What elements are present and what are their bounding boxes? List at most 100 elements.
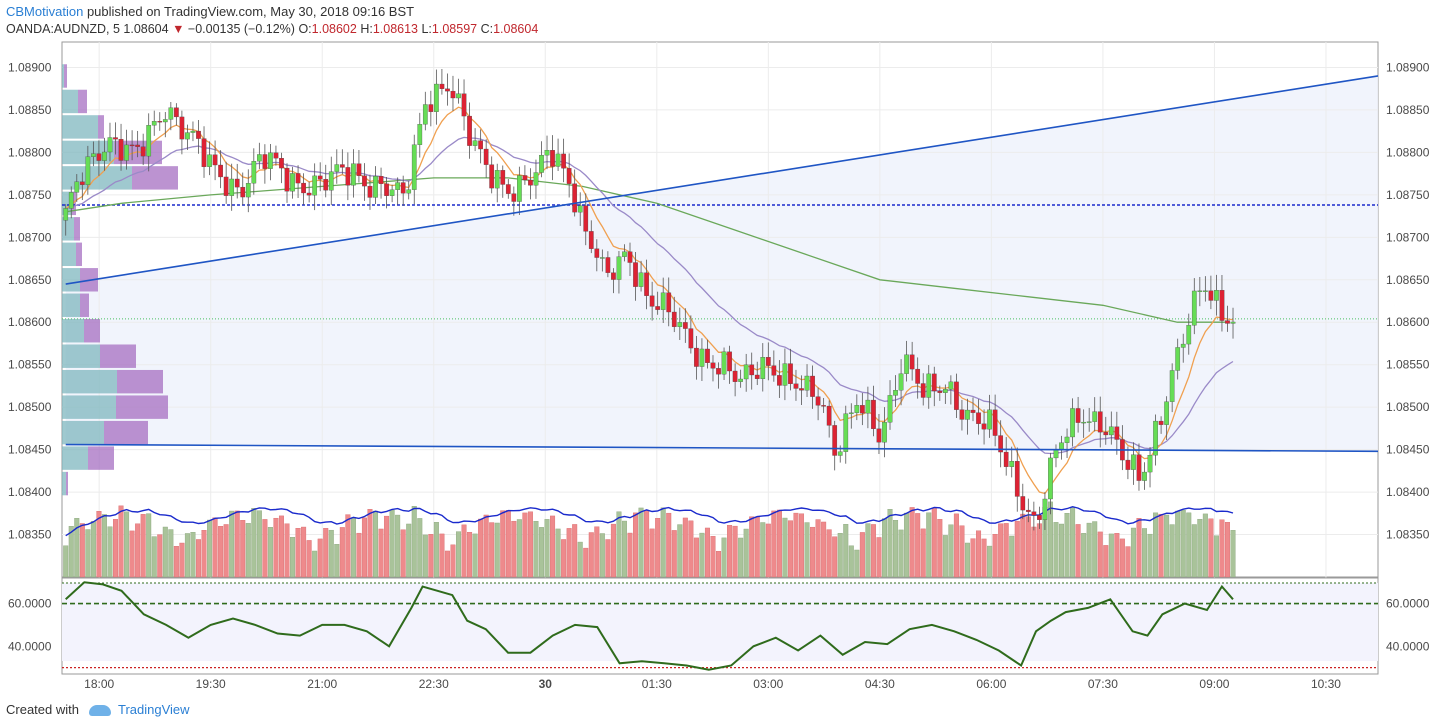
candle-body xyxy=(456,93,461,99)
volume-bar xyxy=(859,532,865,578)
candle-body xyxy=(1075,408,1081,423)
price-tick-left: 1.08850 xyxy=(8,103,52,117)
volume-bar xyxy=(660,507,666,578)
volume-bar xyxy=(212,517,218,578)
volume-ma-line xyxy=(65,505,1234,537)
candle-body xyxy=(721,351,727,375)
volume-bar xyxy=(295,528,301,578)
tradingview-cloud-icon xyxy=(88,705,111,717)
candle-body xyxy=(561,153,566,169)
price-tick-left: 1.08800 xyxy=(8,145,52,159)
candle-body xyxy=(79,181,85,185)
volume-profile-down xyxy=(100,344,136,368)
volume-bar xyxy=(583,547,589,578)
candle-body xyxy=(445,88,450,92)
volume-bar xyxy=(184,533,190,578)
volume-profile-up xyxy=(62,471,66,496)
author-link[interactable]: CBMotivation xyxy=(6,4,84,19)
volume-bar xyxy=(1053,522,1059,578)
volume-profile-down xyxy=(74,217,80,241)
volume-bar xyxy=(1147,533,1153,578)
candle-body xyxy=(1214,290,1219,301)
volume-bar xyxy=(1197,518,1203,578)
candle-body xyxy=(450,90,456,99)
candle-body xyxy=(1131,454,1136,470)
candle-body xyxy=(638,272,644,287)
volume-profile-up xyxy=(62,293,80,317)
price-tick-left: 1.08500 xyxy=(8,400,52,414)
volume-profile-down xyxy=(104,420,148,445)
volume-bar xyxy=(1064,513,1070,578)
candle-body xyxy=(660,292,666,310)
volume-bar xyxy=(1025,516,1031,578)
volume-bar xyxy=(915,513,921,578)
time-tick: 21:00 xyxy=(307,677,337,691)
volume-profile-up xyxy=(62,217,74,241)
volume-bar xyxy=(516,519,522,578)
volume-profile-up xyxy=(62,344,100,368)
candle-body xyxy=(804,375,810,391)
time-tick: 07:30 xyxy=(1088,677,1118,691)
price-tick-right: 1.08500 xyxy=(1386,400,1430,414)
volume-profile-down xyxy=(98,115,104,139)
candle-body xyxy=(826,405,832,426)
volume-bar xyxy=(655,518,661,578)
time-tick: 06:00 xyxy=(976,677,1006,691)
volume-bar xyxy=(317,538,323,578)
volume-bar xyxy=(1036,523,1042,578)
rsi-tick-right: 60.0000 xyxy=(1386,597,1430,611)
candle-body xyxy=(1208,290,1214,301)
time-tick: 01:30 xyxy=(642,677,672,691)
volume-bar xyxy=(500,510,506,578)
volume-bar xyxy=(754,516,760,578)
candle-body xyxy=(1086,421,1092,423)
candle-body xyxy=(771,365,777,376)
volume-bar xyxy=(727,525,733,578)
time-tick: 03:00 xyxy=(753,677,783,691)
volume-bar xyxy=(1119,538,1125,578)
volume-profile-up xyxy=(62,242,76,267)
volume-bar xyxy=(987,545,993,578)
volume-bar xyxy=(804,522,810,578)
trendline-rising xyxy=(65,75,1379,285)
candle-body xyxy=(1053,449,1059,459)
volume-bar xyxy=(826,529,832,578)
candle-body xyxy=(832,425,838,456)
candle-body xyxy=(85,156,91,185)
low-value: 1.08597 xyxy=(431,22,478,36)
volume-profile xyxy=(62,64,178,496)
volume-bar xyxy=(201,530,207,578)
tradingview-link[interactable]: TradingView xyxy=(118,702,190,717)
candle-body xyxy=(577,205,583,213)
volume-bar xyxy=(1230,530,1236,578)
volume-profile-up xyxy=(62,395,116,419)
candle-body xyxy=(522,175,528,181)
volume-profile-up xyxy=(62,319,84,343)
volume-bar xyxy=(135,523,141,578)
volume-bar xyxy=(970,538,976,578)
rsi-tick-left: 60.0000 xyxy=(8,597,52,611)
trendlines[interactable] xyxy=(65,75,1379,453)
candle-body xyxy=(284,167,290,192)
time-tick: 10:30 xyxy=(1311,677,1341,691)
candle-body xyxy=(201,138,207,167)
trendline-support xyxy=(65,443,1379,453)
volume-bar xyxy=(417,518,423,578)
volume-bar xyxy=(107,526,113,578)
volume-bar xyxy=(743,528,749,578)
volume-bar xyxy=(832,536,838,578)
volume-bar xyxy=(787,520,793,578)
candle-body xyxy=(799,388,804,391)
volume-bar xyxy=(74,518,80,578)
volume-bar xyxy=(1070,507,1076,578)
volume-bar xyxy=(96,511,102,578)
volume-bar xyxy=(1136,518,1142,578)
volume-bar xyxy=(90,521,96,578)
volume-bar xyxy=(942,535,948,578)
volume-bar xyxy=(937,519,943,578)
volume-profile-down xyxy=(72,191,76,216)
volume-bar xyxy=(572,524,578,578)
candle-body xyxy=(74,181,80,193)
price-tick-left: 1.08650 xyxy=(8,273,52,287)
